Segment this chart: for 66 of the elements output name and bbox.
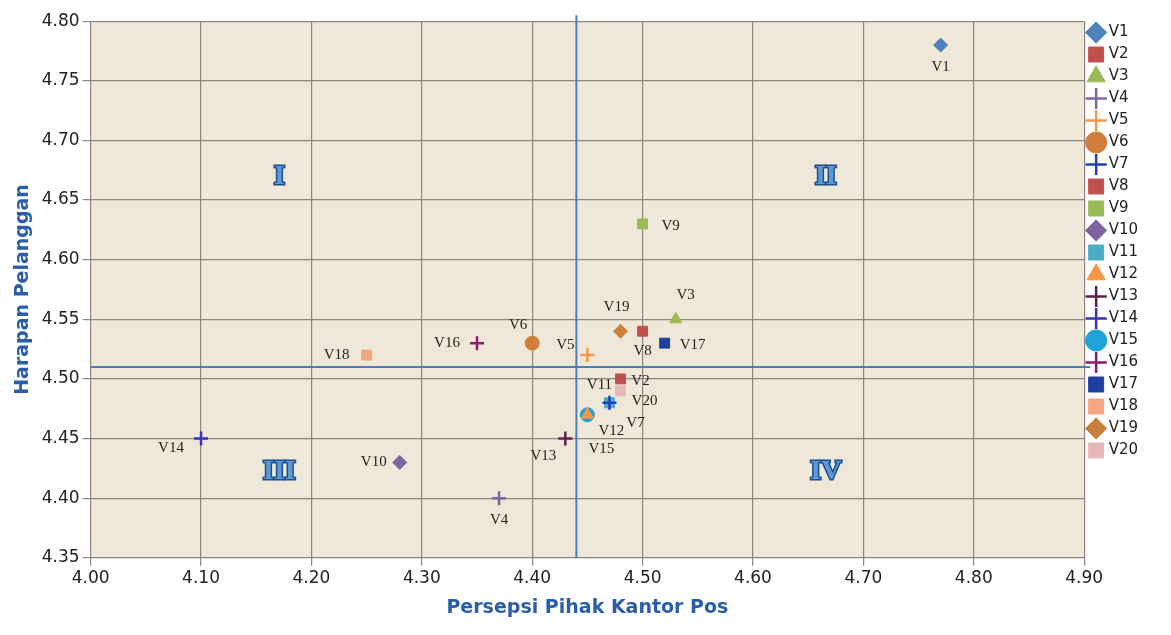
y-tick-label: 4.35 <box>41 546 80 567</box>
legend-label: V3 <box>1108 66 1129 85</box>
legend-label: V2 <box>1108 44 1129 63</box>
x-tick-label: 4.70 <box>844 567 883 588</box>
legend-label: V1 <box>1108 22 1129 41</box>
legend-label: V20 <box>1108 440 1139 459</box>
legend-label: V15 <box>1108 330 1139 349</box>
text: V6 <box>509 316 528 333</box>
y-tick-label: 4.65 <box>41 188 80 209</box>
text: V11 <box>586 375 613 392</box>
y-tick-label: 4.60 <box>41 248 80 269</box>
legend-label: V7 <box>1108 154 1129 173</box>
x-tick-label: 4.30 <box>402 567 441 588</box>
y-tick-label: 4.55 <box>41 307 80 328</box>
x-axis-title: Persepsi Pihak Kantor Pos <box>446 594 729 617</box>
legend-label: V9 <box>1108 198 1129 217</box>
legend-label: V12 <box>1108 264 1139 283</box>
x-tick-label: 4.00 <box>71 567 110 588</box>
text: V3 <box>676 286 695 303</box>
x-tick-label: 4.50 <box>623 567 662 588</box>
legend-label: V5 <box>1108 110 1129 129</box>
y-tick-label: 4.40 <box>41 486 80 507</box>
legend-label: V18 <box>1108 396 1139 415</box>
legend-label: V6 <box>1108 132 1129 151</box>
text: V14 <box>158 439 184 456</box>
y-tick-label: 4.45 <box>41 426 80 447</box>
text: V2 <box>631 371 650 388</box>
text: V18 <box>323 346 350 363</box>
annotation: II <box>814 159 837 191</box>
text: V9 <box>661 216 680 233</box>
x-tick-label: 4.90 <box>1065 567 1104 588</box>
x-tick-label: 4.60 <box>734 567 772 588</box>
y-tick-label: 4.70 <box>41 128 80 149</box>
y-tick-label: 4.80 <box>41 9 80 30</box>
legend-label: V11 <box>1108 242 1139 261</box>
text: V15 <box>588 439 615 456</box>
text: V5 <box>556 336 575 353</box>
x-tick-label: 4.80 <box>954 567 993 588</box>
text: V20 <box>631 391 658 408</box>
annotation: III <box>263 454 296 486</box>
text: V17 <box>679 336 706 353</box>
legend-label: V17 <box>1108 374 1139 393</box>
text: V1 <box>931 57 950 74</box>
y-tick-label: 4.50 <box>41 367 80 388</box>
text: V7 <box>626 413 645 430</box>
x-tick-label: 4.40 <box>513 567 552 588</box>
text: V19 <box>603 298 630 315</box>
x-tick-label: 4.20 <box>292 567 331 588</box>
legend-label: V4 <box>1108 88 1129 107</box>
text: V8 <box>633 342 652 359</box>
annotation: IV <box>810 454 842 486</box>
y-tick-label: 4.75 <box>41 69 80 90</box>
text: V13 <box>530 447 557 464</box>
y-axis-title: Harapan Pelanggan <box>10 184 33 395</box>
text: V16 <box>434 334 460 351</box>
text: V12 <box>598 421 625 438</box>
legend-label: V16 <box>1108 352 1139 371</box>
legend-label: V14 <box>1108 308 1139 327</box>
legend-label: V10 <box>1108 220 1139 239</box>
annotation: I <box>273 159 285 191</box>
legend-label: V19 <box>1108 418 1139 437</box>
x-tick-label: 4.10 <box>182 567 220 588</box>
text: V10 <box>360 453 387 470</box>
legend-label: V8 <box>1108 176 1129 195</box>
text: V4 <box>489 511 509 528</box>
legend-label: V13 <box>1108 286 1139 305</box>
